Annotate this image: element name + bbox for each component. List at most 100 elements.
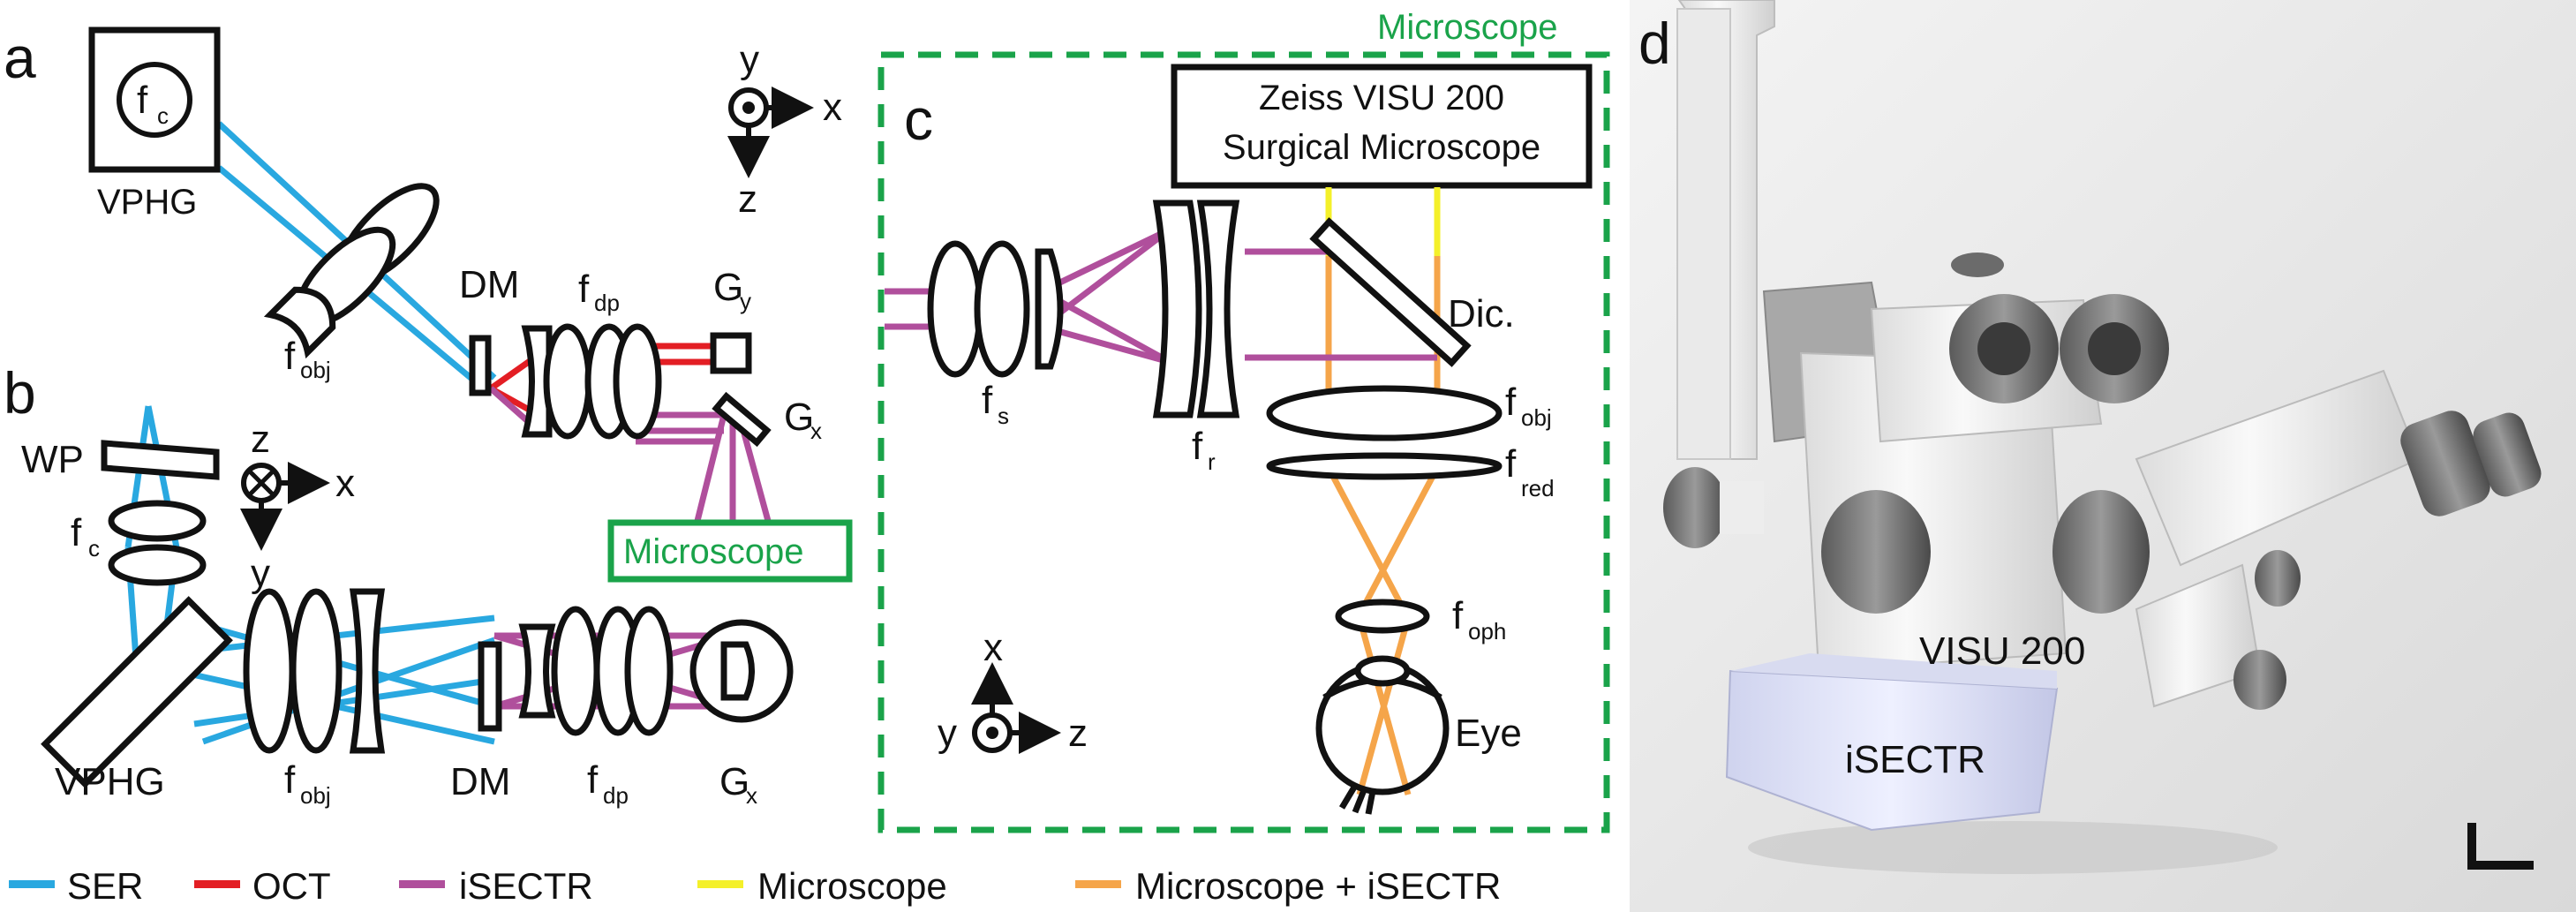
- panel-c-fobj-lens: [1266, 385, 1503, 441]
- legend-label-oct: OCT: [252, 865, 331, 907]
- zeiss-box: [1171, 64, 1593, 189]
- binocular-eyepieces: [1949, 252, 2169, 403]
- panel-b-fdp-lens: [518, 606, 674, 736]
- legend-swatch-oct: [194, 880, 240, 888]
- panel-b-axis-x: x: [335, 462, 355, 505]
- fs-sub: s: [998, 403, 1009, 429]
- wp-label: WP: [21, 438, 84, 481]
- fobj-lens-group: [263, 183, 440, 359]
- panel-b: b WP f c: [4, 360, 794, 809]
- gx-mirror: [712, 391, 772, 448]
- panel-c: Microscope c Zeiss VISU 200 Surgical Mic…: [877, 8, 1610, 833]
- fs-label: f: [982, 379, 993, 422]
- panel-a-label: a: [4, 25, 36, 90]
- panel-b-fc-lens: [108, 500, 207, 586]
- eye-label: Eye: [1455, 712, 1522, 755]
- panel-c-axis-y: y: [938, 712, 957, 755]
- isectr-housing: [1725, 669, 2059, 832]
- panel-c-fred-sub: red: [1521, 475, 1555, 501]
- fs-lens-group: [927, 240, 1064, 378]
- legend-label-microscope-isectr: Microscope + iSECTR: [1135, 865, 1501, 907]
- dm-plate: [469, 335, 492, 396]
- scale-bar: [2467, 823, 2534, 870]
- panel-a-axis-y: y: [740, 38, 759, 81]
- legend-swatch-ser: [9, 880, 55, 888]
- panel-c-axis-z: z: [1068, 712, 1088, 755]
- assistant-knob: [2255, 550, 2301, 607]
- panel-d-label: d: [1638, 11, 1671, 76]
- stand-arm-front: [1676, 8, 1731, 460]
- panel-b-gx-label: G: [719, 760, 749, 803]
- microscope-box: [607, 519, 853, 583]
- panel-b-axis-icon: [240, 462, 330, 551]
- left-knobs: [1663, 467, 1931, 614]
- fr-lens-group: [1152, 200, 1240, 418]
- panel-b-label: b: [4, 360, 36, 426]
- fr-label: f: [1192, 425, 1203, 468]
- panel-d: VISU 200 iSECTR d: [1630, 0, 2576, 912]
- assistant-eyepieces: [2400, 411, 2542, 516]
- panel-b-fobj-sub: obj: [300, 782, 331, 809]
- microscope-frame: [877, 51, 1610, 833]
- wp-plate: [101, 440, 220, 480]
- panel-a-isectr-rays: [488, 386, 772, 522]
- zeiss-line2: Surgical Microscope: [1223, 128, 1540, 167]
- fobj-label: f: [284, 335, 296, 378]
- panel-c-axis-x: x: [983, 626, 1003, 669]
- dichroic-mirror: [1309, 217, 1472, 367]
- panel-c-fobj-sub: obj: [1521, 404, 1552, 431]
- vphg-label: VPHG: [97, 183, 197, 222]
- panel-b-dm-label: DM: [450, 760, 510, 803]
- fc-sub: c: [157, 102, 169, 129]
- panel-a: a f c VPHG: [4, 25, 853, 583]
- gy-mirror: [710, 332, 752, 374]
- gx-label: G: [784, 396, 814, 439]
- fr-sub: r: [1208, 448, 1216, 475]
- panel-c-fred-label: f: [1505, 442, 1517, 486]
- gx-sub: x: [810, 418, 822, 444]
- panel-b-gx-mirror: [720, 641, 755, 701]
- foph-sub: oph: [1468, 618, 1506, 644]
- dm-label: DM: [459, 263, 519, 306]
- fc-label: f: [137, 79, 148, 122]
- isectr-top: [1730, 653, 2057, 689]
- legend: SER OCT iSECTR Microscope Microscope + i…: [9, 865, 1501, 907]
- assistant-knob-lower: [2233, 650, 2286, 710]
- dic-label: Dic.: [1448, 292, 1515, 335]
- panel-b-fobj-label: f: [284, 758, 296, 802]
- microscope-box-label: Microscope: [623, 532, 804, 571]
- panel-c-fred-lens: [1266, 452, 1503, 480]
- legend-label-ser: SER: [67, 865, 143, 907]
- panel-b-dm-plate: [478, 641, 502, 732]
- gy-label: G: [713, 266, 743, 309]
- panel-b-fdp-label: f: [587, 758, 599, 802]
- eye-icon: [1315, 655, 1450, 815]
- fdp-label: f: [578, 268, 590, 311]
- panel-b-vphg-label: VPHG: [55, 760, 165, 803]
- panel-b-axis-y: y: [251, 552, 270, 595]
- fdp-sub: dp: [594, 290, 620, 316]
- foph-label: f: [1452, 594, 1464, 637]
- panel-c-combined-rays: [1325, 256, 1441, 795]
- panel-c-fobj-label: f: [1505, 381, 1517, 424]
- right-knob: [2053, 490, 2150, 614]
- panel-b-vphg-grating: [41, 596, 233, 788]
- panel-b-axis-z: z: [251, 418, 270, 461]
- visu-label: VISU 200: [1919, 629, 2085, 673]
- panel-c-label: c: [904, 87, 933, 152]
- panel-c-axis-icon: [971, 662, 1061, 754]
- fobj-sub: obj: [300, 357, 331, 383]
- panel-b-fc-sub: c: [88, 535, 100, 562]
- legend-label-isectr: iSECTR: [459, 865, 593, 907]
- panel-a-axis-icon: [727, 87, 814, 178]
- panel-b-fc-label: f: [71, 511, 82, 554]
- legend-swatch-microscope-isectr: [1075, 880, 1121, 888]
- fc-lens-circle: [117, 62, 192, 138]
- fdp-lens-group: [521, 323, 662, 440]
- gy-sub: y: [740, 288, 751, 314]
- render-shadow: [1748, 821, 2278, 874]
- panel-a-axis-x: x: [823, 86, 842, 129]
- legend-swatch-microscope: [697, 880, 743, 888]
- foph-lens: [1335, 599, 1430, 634]
